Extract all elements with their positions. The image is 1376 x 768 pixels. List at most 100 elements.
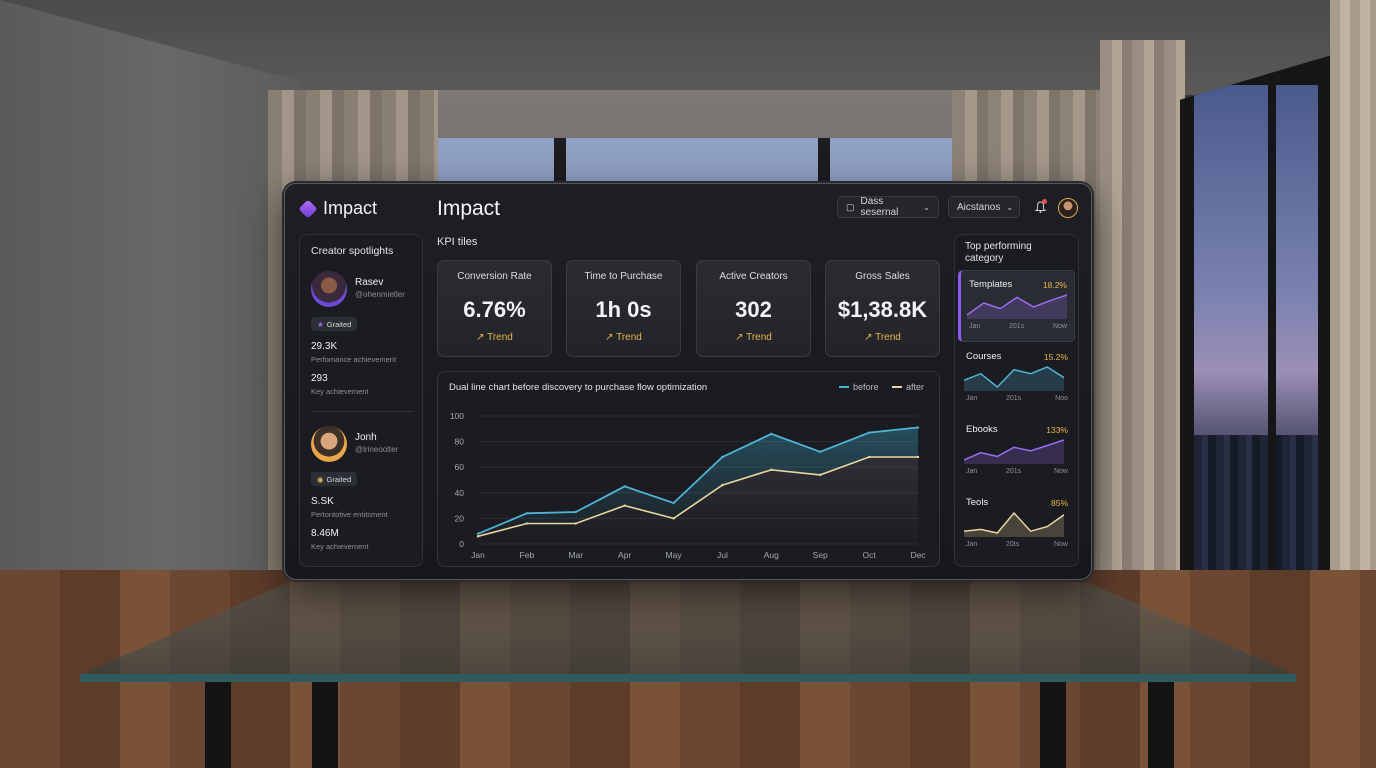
data-point[interactable] bbox=[672, 501, 675, 505]
category-name: Courses bbox=[966, 351, 1002, 362]
y-tick-label: 100 bbox=[450, 411, 464, 421]
divider bbox=[311, 411, 413, 412]
account-dropdown[interactable]: Aicstanos ⌄ bbox=[948, 196, 1020, 218]
data-point[interactable] bbox=[574, 510, 577, 514]
account-dropdown-label: Aicstanos bbox=[957, 201, 1001, 213]
kpi-tile-conversion-rate[interactable]: Conversion Rate 6.76% ↗ Trend bbox=[437, 260, 552, 357]
kpi-trend: ↗ Trend bbox=[567, 332, 680, 343]
sparkline-area bbox=[967, 295, 1067, 319]
x-tick-label: Feb bbox=[520, 550, 535, 560]
creator-name: Jonh bbox=[355, 432, 377, 443]
y-tick-label: 20 bbox=[455, 513, 465, 523]
data-point[interactable] bbox=[721, 455, 724, 459]
category-card-templates[interactable]: Templates 18.2% Jan 201s Now bbox=[958, 270, 1075, 342]
category-card-teols[interactable]: Teols 85% Jan 20ts Now bbox=[958, 489, 1075, 561]
calendar-icon: ▢ bbox=[846, 201, 855, 212]
table-edge bbox=[80, 674, 1296, 682]
x-tick-label: Oct bbox=[862, 550, 876, 560]
status-badge: ★ Graited bbox=[311, 317, 358, 331]
axis-label: Jan bbox=[966, 468, 978, 475]
sparkline bbox=[964, 511, 1064, 537]
x-tick-label: Jul bbox=[717, 550, 728, 560]
category-percent: 85% bbox=[1050, 498, 1068, 508]
y-tick-label: 60 bbox=[455, 462, 465, 472]
x-tick-label: Mar bbox=[568, 550, 583, 560]
x-tick-label: Dec bbox=[910, 550, 926, 560]
creator-spotlights: Creator spotlights Rasev @ohenmietler ★ … bbox=[299, 234, 423, 567]
sparkline-line bbox=[967, 294, 1067, 316]
section-title: Creator spotlights bbox=[311, 245, 394, 257]
category-card-courses[interactable]: Courses 15.2% Jan 201s Noo bbox=[958, 343, 1075, 415]
data-point[interactable] bbox=[916, 426, 920, 429]
axis-label: 201s bbox=[1006, 395, 1022, 402]
sparkline-line bbox=[964, 511, 1064, 534]
series-line-after[interactable] bbox=[477, 456, 918, 538]
data-point[interactable] bbox=[819, 450, 822, 454]
data-point[interactable] bbox=[867, 431, 871, 434]
kpi-tile-gross-sales[interactable]: Gross Sales $1,38.8K ↗ Trend bbox=[825, 260, 940, 357]
status-badge: ◉ Graited bbox=[311, 472, 358, 486]
data-point[interactable] bbox=[672, 517, 675, 520]
trend-up-icon: ↗ bbox=[605, 332, 617, 343]
category-card-ebooks[interactable]: Ebooks 133% Jan 201s Now bbox=[958, 416, 1075, 488]
data-point[interactable] bbox=[574, 522, 577, 525]
dashboard-panel: Impact Impact ▢ Dass sesernal ⌄ Aicstano… bbox=[284, 183, 1092, 580]
avatar[interactable] bbox=[1058, 198, 1078, 218]
trend-up-icon: ↗ bbox=[476, 332, 488, 343]
data-point[interactable] bbox=[867, 455, 871, 459]
sparkline bbox=[964, 439, 1064, 464]
data-point[interactable] bbox=[525, 512, 529, 515]
y-tick-label: 80 bbox=[455, 437, 465, 447]
sparkline-line bbox=[964, 439, 1064, 461]
sparkline-line bbox=[964, 366, 1064, 389]
kpi-label: Gross Sales bbox=[855, 271, 910, 282]
kpi-trend: ↗ Trend bbox=[826, 332, 939, 343]
trend-label: Trend bbox=[616, 332, 642, 343]
data-point[interactable] bbox=[819, 473, 822, 477]
series-line-before[interactable] bbox=[477, 426, 919, 535]
legend-after[interactable]: after bbox=[892, 382, 924, 392]
logo[interactable]: Impact bbox=[298, 198, 377, 219]
line-chart-card: Dual line chart before discovery to purc… bbox=[437, 371, 940, 567]
table-leg bbox=[205, 682, 231, 768]
x-tick-label: Aug bbox=[764, 550, 779, 560]
trend-label: Trend bbox=[487, 332, 513, 343]
axis-label: Jan bbox=[969, 323, 981, 330]
data-point[interactable] bbox=[476, 535, 480, 538]
category-name: Teols bbox=[966, 497, 989, 508]
kpi-tile-active-creators[interactable]: Active Creators 302 ↗ Trend bbox=[696, 260, 811, 357]
data-point[interactable] bbox=[916, 455, 920, 459]
data-point[interactable] bbox=[770, 432, 773, 436]
data-point[interactable] bbox=[525, 522, 529, 525]
stat-label: Key achievement bbox=[311, 387, 369, 396]
creator-handle: @ohenmietler bbox=[355, 290, 405, 299]
trend-up-icon: ↗ bbox=[864, 332, 876, 343]
trend-label: Trend bbox=[875, 332, 901, 343]
kpi-value: 6.76% bbox=[463, 297, 526, 322]
category-percent: 133% bbox=[1046, 425, 1068, 435]
bell-icon[interactable] bbox=[1031, 198, 1049, 216]
kpi-tile-time-to-purchase[interactable]: Time to Purchase 1h 0s ↗ Trend bbox=[566, 260, 681, 357]
kpi-value: $1,38.8K bbox=[837, 297, 928, 322]
y-tick-label: 40 bbox=[455, 488, 465, 498]
stat-label: Pertontotive entitsment bbox=[311, 510, 388, 519]
curtain-far bbox=[1330, 0, 1376, 680]
axis-label: Noo bbox=[1055, 395, 1068, 402]
sparkline-area bbox=[964, 513, 1064, 537]
data-point[interactable] bbox=[770, 468, 773, 471]
curtain-right bbox=[1100, 40, 1185, 600]
legend-before[interactable]: before bbox=[839, 382, 879, 392]
axis-label: Now bbox=[1053, 541, 1068, 548]
category-name: Templates bbox=[969, 279, 1013, 290]
data-point[interactable] bbox=[721, 483, 724, 487]
kpi-label: Conversion Rate bbox=[457, 271, 532, 282]
chevron-down-icon: ⌄ bbox=[923, 202, 930, 212]
line-chart[interactable]: 0 20 40 60 80 100 Jan Feb Mar Apr May Jul Aug Sep Oct D… bbox=[438, 372, 941, 568]
category-percent: 18.2% bbox=[1042, 280, 1067, 290]
kpi-value: 1h 0s bbox=[595, 297, 652, 322]
filter-dropdown[interactable]: ▢ Dass sesernal ⌄ bbox=[837, 196, 939, 218]
data-point[interactable] bbox=[476, 532, 480, 535]
data-point[interactable] bbox=[623, 504, 626, 507]
data-point[interactable] bbox=[623, 485, 626, 488]
page-title: Impact bbox=[437, 197, 501, 220]
